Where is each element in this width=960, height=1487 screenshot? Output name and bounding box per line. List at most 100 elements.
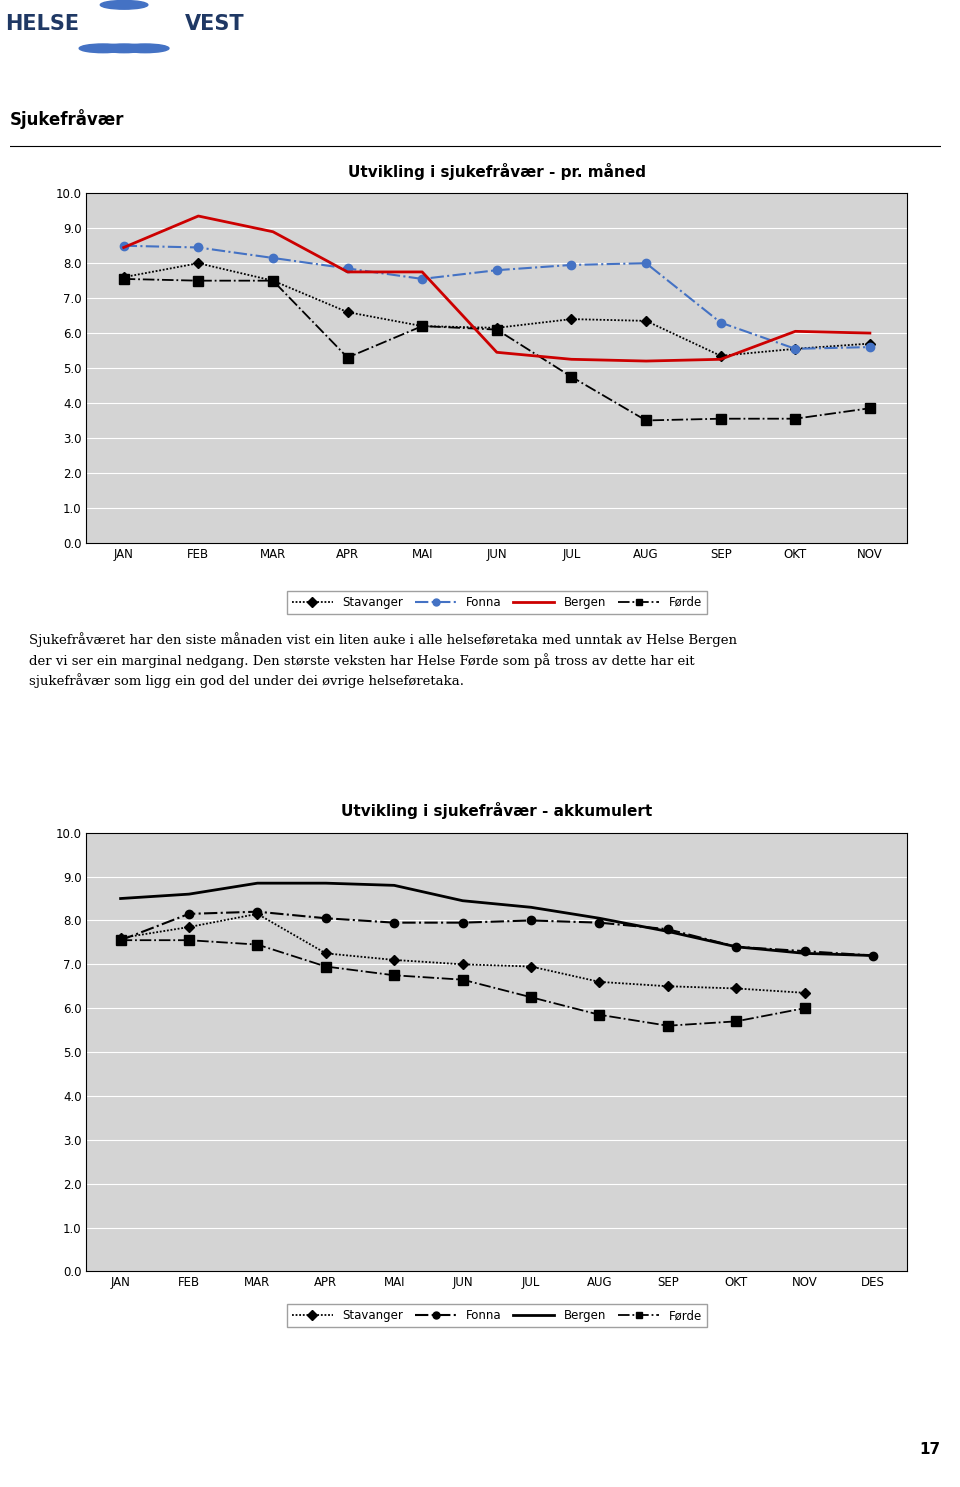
Bergen xyxy=(864,324,876,342)
Line: Førde: Førde xyxy=(116,935,809,1030)
Fonna xyxy=(118,236,130,254)
Førde xyxy=(457,971,468,989)
Fonna xyxy=(640,254,652,272)
Text: Sjukefråværet har den siste månaden vist ein liten auke i alle helseføretaka med: Sjukefråværet har den siste månaden vist… xyxy=(29,632,737,688)
Stavanger xyxy=(118,268,130,286)
Stavanger xyxy=(320,944,331,962)
Title: Utvikling i sjukefråvær - akkumulert: Utvikling i sjukefråvær - akkumulert xyxy=(341,801,653,819)
Fonna xyxy=(565,256,577,274)
Fonna xyxy=(342,260,353,278)
Bergen xyxy=(662,922,674,940)
Bergen xyxy=(457,892,468,910)
Legend: Stavanger, Fonna, Bergen, Førde: Stavanger, Fonna, Bergen, Førde xyxy=(287,1304,707,1326)
Fonna xyxy=(799,943,810,961)
Fonna xyxy=(731,938,742,956)
Førde xyxy=(715,410,727,428)
Stavanger xyxy=(193,254,204,272)
Bergen xyxy=(252,874,263,892)
Stavanger xyxy=(799,984,810,1002)
Line: Førde: Førde xyxy=(119,274,875,425)
Line: Stavanger: Stavanger xyxy=(120,259,874,360)
Line: Fonna: Fonna xyxy=(120,241,874,352)
Bergen xyxy=(491,343,503,361)
Bergen xyxy=(799,944,810,962)
Stavanger xyxy=(389,952,400,970)
Førde xyxy=(731,1013,742,1030)
Førde xyxy=(115,931,127,949)
Fonna xyxy=(662,920,674,938)
Førde xyxy=(252,935,263,953)
Førde xyxy=(417,317,428,335)
Stavanger xyxy=(789,341,801,358)
Bergen xyxy=(789,323,801,341)
Førde xyxy=(267,272,278,290)
Text: Sjukefråvær: Sjukefråvær xyxy=(10,109,124,129)
Stavanger xyxy=(491,318,503,336)
Bergen xyxy=(118,238,130,256)
Line: Stavanger: Stavanger xyxy=(117,910,808,996)
Fonna xyxy=(417,271,428,288)
Stavanger xyxy=(183,917,195,935)
Text: 17: 17 xyxy=(920,1442,941,1457)
Fonna xyxy=(593,913,605,931)
Fonna xyxy=(193,238,204,256)
Bergen xyxy=(593,910,605,928)
Line: Fonna: Fonna xyxy=(116,907,877,959)
Circle shape xyxy=(80,45,127,52)
Fonna xyxy=(115,931,127,949)
Fonna xyxy=(715,314,727,332)
Bergen xyxy=(342,263,353,281)
Førde xyxy=(789,410,801,428)
Førde xyxy=(593,1005,605,1023)
Circle shape xyxy=(100,0,148,9)
Fonna xyxy=(183,906,195,923)
Fonna xyxy=(525,912,537,929)
Bergen xyxy=(389,876,400,894)
Bergen xyxy=(320,874,331,892)
Fonna xyxy=(789,341,801,358)
Circle shape xyxy=(100,45,148,52)
Førde xyxy=(193,272,204,290)
Førde xyxy=(662,1017,674,1035)
Fonna xyxy=(867,947,878,965)
Førde xyxy=(320,958,331,975)
Stavanger xyxy=(115,929,127,947)
Stavanger xyxy=(565,311,577,329)
Title: Utvikling i sjukefråvær - pr. måned: Utvikling i sjukefråvær - pr. måned xyxy=(348,162,646,180)
Førde xyxy=(525,989,537,1007)
Førde xyxy=(565,367,577,385)
Bergen xyxy=(183,885,195,903)
Bergen xyxy=(525,898,537,916)
Text: HELSE: HELSE xyxy=(6,15,80,34)
Bergen xyxy=(193,207,204,225)
Stavanger xyxy=(457,955,468,972)
Fonna xyxy=(457,913,468,931)
Førde xyxy=(183,931,195,949)
Stavanger xyxy=(252,906,263,923)
Førde xyxy=(491,321,503,339)
Førde xyxy=(864,400,876,418)
Førde xyxy=(389,967,400,984)
Bergen xyxy=(715,351,727,369)
Bergen xyxy=(867,947,878,965)
Legend: Stavanger, Fonna, Bergen, Førde: Stavanger, Fonna, Bergen, Førde xyxy=(287,592,707,614)
Bergen xyxy=(267,223,278,241)
Stavanger xyxy=(525,958,537,975)
Bergen xyxy=(565,351,577,369)
Stavanger xyxy=(593,972,605,990)
Bergen xyxy=(115,889,127,907)
Stavanger xyxy=(864,335,876,352)
Stavanger xyxy=(662,977,674,995)
Fonna xyxy=(267,248,278,266)
Stavanger xyxy=(715,346,727,364)
Førde xyxy=(799,999,810,1017)
Stavanger xyxy=(417,317,428,335)
Førde xyxy=(640,412,652,430)
Stavanger xyxy=(342,303,353,321)
Stavanger xyxy=(267,272,278,290)
Circle shape xyxy=(122,45,169,52)
Fonna xyxy=(252,903,263,920)
Fonna xyxy=(320,910,331,928)
Førde xyxy=(342,348,353,366)
Bergen xyxy=(731,938,742,956)
